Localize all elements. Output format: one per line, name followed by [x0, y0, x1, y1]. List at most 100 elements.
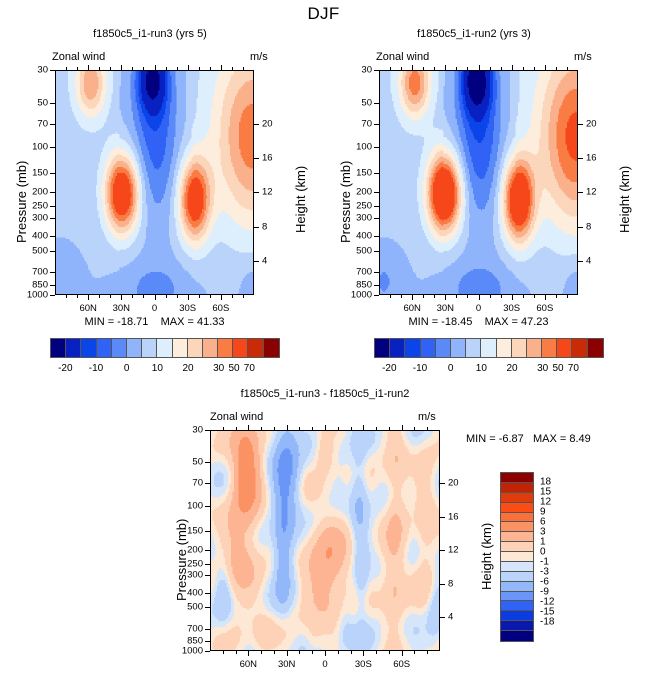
pressure-tick-label: 400 — [32, 230, 48, 242]
pressure-tick — [205, 607, 210, 609]
latitude-minor-tick-top — [337, 427, 339, 430]
height-tick — [254, 226, 259, 228]
pressure-tick-label: 250 — [356, 200, 372, 212]
latitude-minor-tick — [401, 295, 403, 298]
pressure-tick-label: 700 — [32, 266, 48, 278]
pressure-tick — [50, 173, 55, 175]
latitude-minor-tick — [522, 295, 524, 298]
latitude-tick-top — [88, 65, 90, 70]
panel-run3-y2-axis-title: Height (km) — [293, 165, 308, 233]
latitude-minor-tick-top — [427, 427, 429, 430]
height-tick-label: 16 — [586, 152, 597, 164]
pressure-tick — [374, 102, 379, 104]
latitude-tick — [286, 651, 288, 656]
panel-run2-plot — [379, 70, 578, 295]
latitude-minor-tick-top — [77, 67, 79, 70]
panel-run3-minmax: MIN = -18.71 MAX = 41.33 — [55, 316, 254, 328]
latitude-minor-tick-top — [566, 67, 568, 70]
height-tick-label: 8 — [448, 578, 454, 590]
latitude-tick-top — [401, 425, 403, 430]
pressure-tick — [50, 147, 55, 149]
colorbar-cell — [435, 339, 451, 357]
latitude-minor-tick-top — [414, 427, 416, 430]
pressure-tick-label: 30 — [192, 424, 203, 436]
height-tick-label: 16 — [448, 511, 459, 523]
latitude-minor-tick-top — [388, 427, 390, 430]
latitude-tick — [187, 295, 189, 300]
latitude-minor-tick-top — [209, 67, 211, 70]
colorbar-cell — [557, 339, 573, 357]
panel-run3-title: f1850c5_i1-run3 (yrs 5) — [93, 28, 207, 40]
pressure-tick — [374, 191, 379, 193]
panel-run2-minmax: MIN = -18.45 MAX = 47.23 — [379, 316, 578, 328]
pressure-tick — [374, 236, 379, 238]
pressure-tick — [50, 191, 55, 193]
latitude-minor-tick — [66, 295, 68, 298]
latitude-minor-tick-top — [235, 427, 237, 430]
latitude-tick — [325, 651, 326, 656]
colorbar-cell — [126, 339, 143, 357]
colorbar-cell — [501, 611, 533, 622]
latitude-tick-top — [478, 65, 480, 70]
panel-run2-variable-label: Zonal wind — [376, 51, 430, 63]
latitude-tick — [363, 651, 365, 656]
panel-run2-units-label: m/s — [574, 51, 592, 63]
colorbar-tick-label: 0 — [540, 546, 546, 558]
latitude-tick-label: 60S — [212, 303, 230, 314]
panel-diff-min: MIN = -6.87 — [466, 433, 524, 445]
pressure-tick — [374, 272, 379, 274]
pressure-tick — [205, 430, 210, 431]
colorbar-tick-label: -10 — [88, 363, 104, 374]
latitude-tick-top — [445, 65, 447, 70]
latitude-tick-label: 30N — [436, 303, 455, 314]
panel-run2: f1850c5_i1-run2 (yrs 3) Zonal wind m/s P… — [324, 28, 632, 378]
colorbar-cell — [501, 492, 533, 503]
height-tick — [578, 158, 583, 160]
colorbar-cell — [202, 339, 219, 357]
latitude-minor-tick — [434, 295, 436, 298]
latitude-minor-tick — [388, 651, 390, 654]
latitude-tick-label: 30S — [354, 659, 372, 670]
colorbar-cell — [248, 339, 264, 357]
latitude-minor-tick — [337, 651, 339, 654]
colorbar-cell — [501, 571, 533, 582]
pressure-tick-label: 500 — [187, 601, 203, 613]
latitude-minor-tick-top — [434, 67, 436, 70]
pressure-tick — [205, 505, 210, 507]
latitude-minor-tick — [350, 651, 352, 654]
pressure-tick — [205, 575, 210, 577]
pressure-tick-label: 150 — [32, 167, 48, 179]
latitude-minor-tick — [235, 651, 237, 654]
pressure-tick — [374, 147, 379, 149]
latitude-minor-tick-top — [522, 67, 524, 70]
latitude-minor-tick — [110, 295, 112, 298]
height-tick — [254, 260, 259, 262]
pressure-tick-label: 300 — [187, 569, 203, 581]
latitude-tick — [121, 295, 123, 300]
colorbar-cell — [466, 339, 482, 357]
pressure-tick-label: 500 — [32, 245, 48, 257]
latitude-minor-tick-top — [165, 67, 167, 70]
colorbar-tick-label: -9 — [540, 586, 549, 598]
latitude-tick-top — [187, 65, 189, 70]
panel-run3-units-label: m/s — [250, 51, 268, 63]
pressure-tick-label: 400 — [356, 230, 372, 242]
height-tick-label: 8 — [586, 221, 592, 233]
pressure-tick — [374, 250, 379, 252]
pressure-tick-label: 700 — [356, 266, 372, 278]
pressure-tick-label: 150 — [356, 167, 372, 179]
colorbar-tick-label: -1 — [540, 556, 549, 568]
pressure-tick — [205, 531, 210, 533]
colorbar-cell — [263, 339, 279, 357]
latitude-minor-tick-top — [350, 427, 352, 430]
colorbar-tick-label: -12 — [540, 596, 555, 608]
colorbar-cell — [501, 522, 533, 533]
latitude-tick-top — [511, 65, 513, 70]
colorbar-tick-label: 20 — [506, 363, 518, 374]
latitude-tick-top — [286, 425, 288, 430]
colorbar-cell — [501, 512, 533, 523]
latitude-minor-tick-top — [299, 427, 301, 430]
pressure-tick-label: 400 — [187, 587, 203, 599]
height-tick — [440, 583, 445, 585]
pressure-tick — [374, 173, 379, 175]
